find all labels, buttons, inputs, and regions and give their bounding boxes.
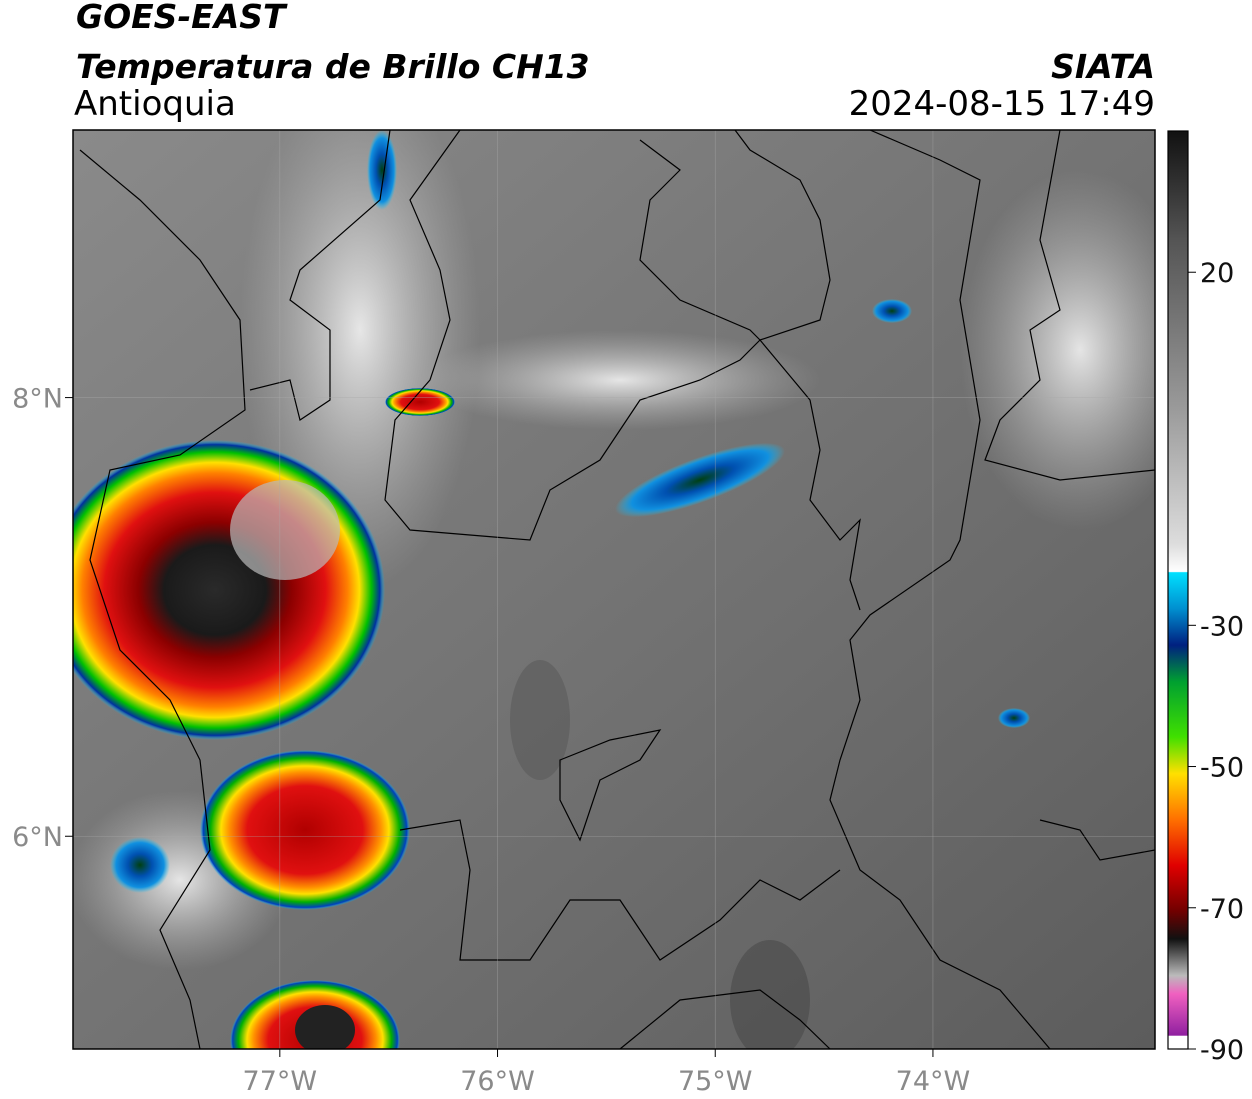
axes: 77°W 76°W 75°W 74°W 8°N 6°N 20 -30 -50 -70 -90 [12,258,1244,1097]
cold-cloud [998,708,1030,728]
lon-tick-label: 75°W [678,1066,753,1097]
cold-cloud [615,442,785,518]
cloud [730,940,810,1049]
cloud [510,660,570,780]
colorbar-tick-label: 20 [1200,258,1234,289]
region-label: Antioquia [74,84,236,124]
storm-core [295,1005,355,1049]
colorbar-tick-label: -50 [1200,753,1244,784]
cold-cloud [110,837,170,893]
product-title: Temperatura de Brillo CH13 [76,47,590,86]
cold-cloud [385,388,455,416]
cloud [960,170,1155,530]
storm-core [230,480,340,580]
colorbar [1167,130,1189,1050]
lat-tick-label: 8°N [12,384,63,415]
source-label: SIATA [1051,47,1155,86]
boundaries [79,130,1155,1049]
satellite-title: GOES-EAST [76,0,288,36]
colorbar-tick-label: -70 [1200,894,1244,925]
lon-tick-label: 76°W [460,1066,535,1097]
cold-cloud [872,299,912,323]
colorbar-tick-label: -30 [1200,611,1244,642]
cloud [420,330,820,430]
cold-cloud [367,130,397,210]
storm-cell [200,750,410,910]
map-frame [72,129,1156,1050]
satellite-image [73,130,1155,1049]
colorbar-tick-label: -90 [1200,1035,1244,1066]
graticule [73,130,1155,1049]
lat-tick-label: 6°N [12,822,63,853]
lon-tick-label: 77°W [243,1066,318,1097]
storm-cell [73,440,385,740]
datetime-label: 2024-08-15 17:49 [849,84,1155,124]
lon-tick-label: 74°W [896,1066,971,1097]
